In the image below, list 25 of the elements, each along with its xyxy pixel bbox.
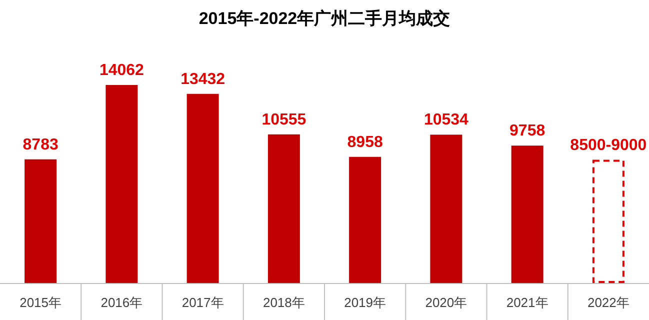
data-label: 9758 [510, 122, 546, 140]
x-tick-label: 2015年 [20, 295, 62, 310]
bar [24, 159, 57, 283]
data-label: 8958 [347, 134, 383, 151]
data-label: 14062 [99, 62, 144, 79]
x-tick-label: 2018年 [262, 295, 305, 310]
bar [349, 156, 382, 283]
data-label: 13432 [180, 70, 226, 88]
x-tick-label: 2022年 [587, 295, 630, 310]
x-tick-label: 2016年 [100, 295, 143, 310]
bar [106, 85, 138, 283]
data-label: 10555 [262, 111, 306, 128]
x-tick-label: 2020年 [425, 295, 468, 310]
data-label: 10534 [424, 112, 469, 129]
x-tick-label: 2021年 [506, 295, 548, 310]
bar [511, 146, 544, 283]
chart-title: 2015年-2022年广州二手月均成交 [198, 9, 450, 28]
x-tick-label: 2019年 [344, 295, 386, 310]
bar [592, 160, 624, 283]
x-tick-label: 2017年 [182, 295, 224, 310]
data-label: 8500-9000 [570, 136, 647, 154]
bar [430, 134, 462, 283]
bar [268, 134, 300, 283]
bar [186, 94, 219, 283]
data-label: 8783 [22, 136, 58, 154]
